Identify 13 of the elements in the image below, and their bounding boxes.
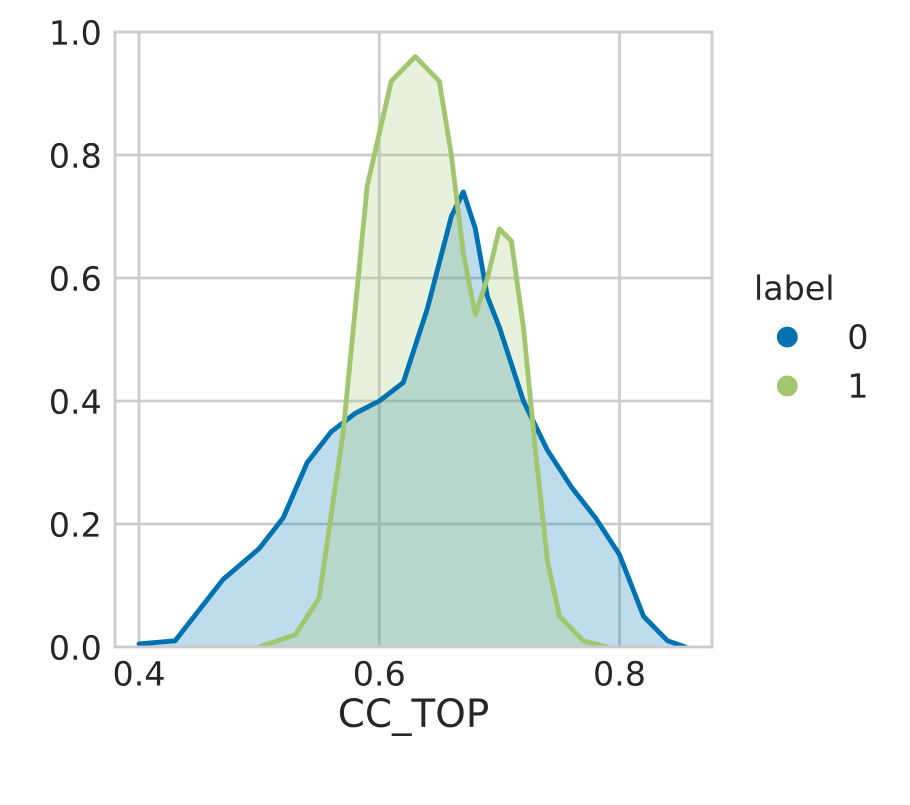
y-tick-label: 0.6 [50, 266, 100, 292]
y-tick-label: 0.2 [50, 512, 98, 538]
y-tick-label: 0.0 [50, 634, 100, 660]
y-tick-label: 0.4 [50, 388, 100, 414]
x-tick-label: 0.8 [595, 660, 644, 686]
x-tick-label: 0.6 [354, 660, 404, 686]
y-tick-label: 1.0 [52, 20, 100, 46]
legend-title: label [757, 274, 832, 300]
legend-label: 1 [850, 373, 866, 398]
x-axis-title: CC_TOP [340, 698, 488, 736]
legend-label: 0 [849, 324, 866, 350]
x-tick-label: 0.4 [114, 660, 164, 686]
y-tick-label: 0.8 [50, 142, 100, 168]
